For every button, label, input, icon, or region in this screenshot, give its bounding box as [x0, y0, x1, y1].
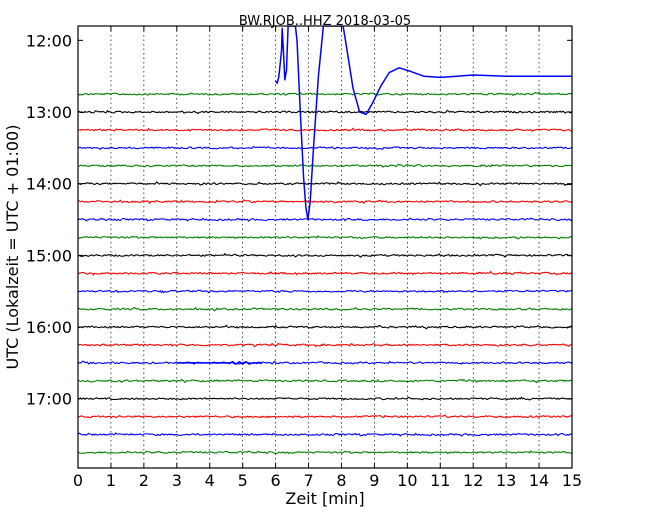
- seismogram-trace: [77, 432, 573, 437]
- x-tick-label: 0: [73, 471, 83, 490]
- y-tick-label: 16:00: [26, 318, 72, 337]
- event-waveform: [274, 26, 572, 221]
- x-tick-label: 12: [463, 471, 483, 490]
- seismogram-trace: [77, 414, 573, 419]
- seismogram-trace: [77, 181, 573, 187]
- x-tick-label: 1: [106, 471, 116, 490]
- y-axis-label: UTC (Lokalzeit = UTC + 01:00): [3, 125, 22, 370]
- x-tick-label: 8: [336, 471, 346, 490]
- seismogram-trace: [77, 396, 573, 401]
- seismogram-trace: [77, 252, 573, 258]
- seismogram-trace: [77, 199, 573, 205]
- seismogram-trace: [77, 378, 573, 384]
- seismogram-trace: [77, 324, 573, 330]
- plot-frame: [77, 25, 573, 469]
- x-tick-label: 10: [397, 471, 417, 490]
- seismogram-trace: [77, 360, 573, 365]
- seismogram-trace: [77, 163, 573, 168]
- seismogram-trace: [77, 270, 573, 276]
- seismogram-trace: [77, 217, 573, 222]
- x-tick-label: 5: [238, 471, 248, 490]
- seismogram-trace: [77, 342, 573, 348]
- y-tick-label: 14:00: [26, 175, 72, 194]
- x-tick-label: 7: [303, 471, 313, 490]
- seismogram-trace: [77, 235, 573, 240]
- seismogram-trace: [77, 145, 573, 151]
- x-tick-label: 6: [271, 471, 281, 490]
- seismogram-trace: [77, 109, 573, 115]
- y-tick-label: 15:00: [26, 246, 72, 265]
- chart-title: BW.RJOB..HHZ 2018-03-05: [239, 14, 411, 29]
- x-tick-label: 13: [496, 471, 516, 490]
- x-tick-label: 4: [205, 471, 215, 490]
- event-waveform: [176, 360, 263, 365]
- seismogram-trace: [77, 91, 573, 97]
- x-axis-label: Zeit [min]: [285, 489, 364, 508]
- seismogram-trace: [77, 450, 573, 455]
- x-tick-label: 2: [139, 471, 149, 490]
- y-tick-label: 17:00: [26, 390, 72, 409]
- y-tick-label: 13:00: [26, 103, 72, 122]
- seismogram-trace: [77, 306, 573, 312]
- seismogram-trace: [77, 289, 573, 294]
- x-tick-label: 15: [562, 471, 582, 490]
- y-tick-label: 12:00: [26, 31, 72, 50]
- x-tick-label: 11: [430, 471, 450, 490]
- x-tick-label: 14: [529, 471, 549, 490]
- x-tick-label: 9: [369, 471, 379, 490]
- seismogram-trace: [77, 127, 573, 132]
- x-tick-label: 3: [172, 471, 182, 490]
